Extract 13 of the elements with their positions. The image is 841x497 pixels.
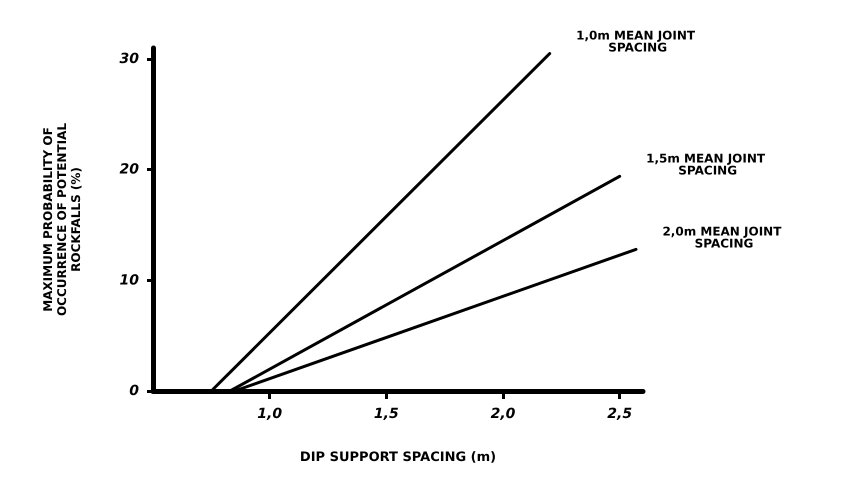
text: 1,5m MEAN JOINT SPACING bbox=[646, 151, 770, 178]
y-tick-label: 10 bbox=[120, 272, 140, 288]
y-tick-label: 0 bbox=[129, 383, 140, 399]
y-tick-label: 30 bbox=[120, 51, 140, 68]
text: 2,0m MEAN JOINT SPACING bbox=[662, 224, 786, 250]
x-axis-title: DIP SUPPORT SPACING (m) bbox=[300, 450, 496, 465]
y-tick-label: 20 bbox=[120, 162, 140, 178]
text: 1,0m MEAN JOINT SPACING bbox=[576, 28, 700, 55]
x-tick-label: 2,0 bbox=[490, 406, 516, 422]
x-tick-label: 2,5 bbox=[607, 406, 632, 422]
x-tick-label: 1,5 bbox=[374, 406, 399, 422]
x-tick-label: 1,0 bbox=[257, 406, 282, 422]
y-axis-title: MAXIMUM PROBABILITY OF OCCURRENCE OF POTENTIAL ROCKFALLS (%) bbox=[41, 122, 83, 316]
